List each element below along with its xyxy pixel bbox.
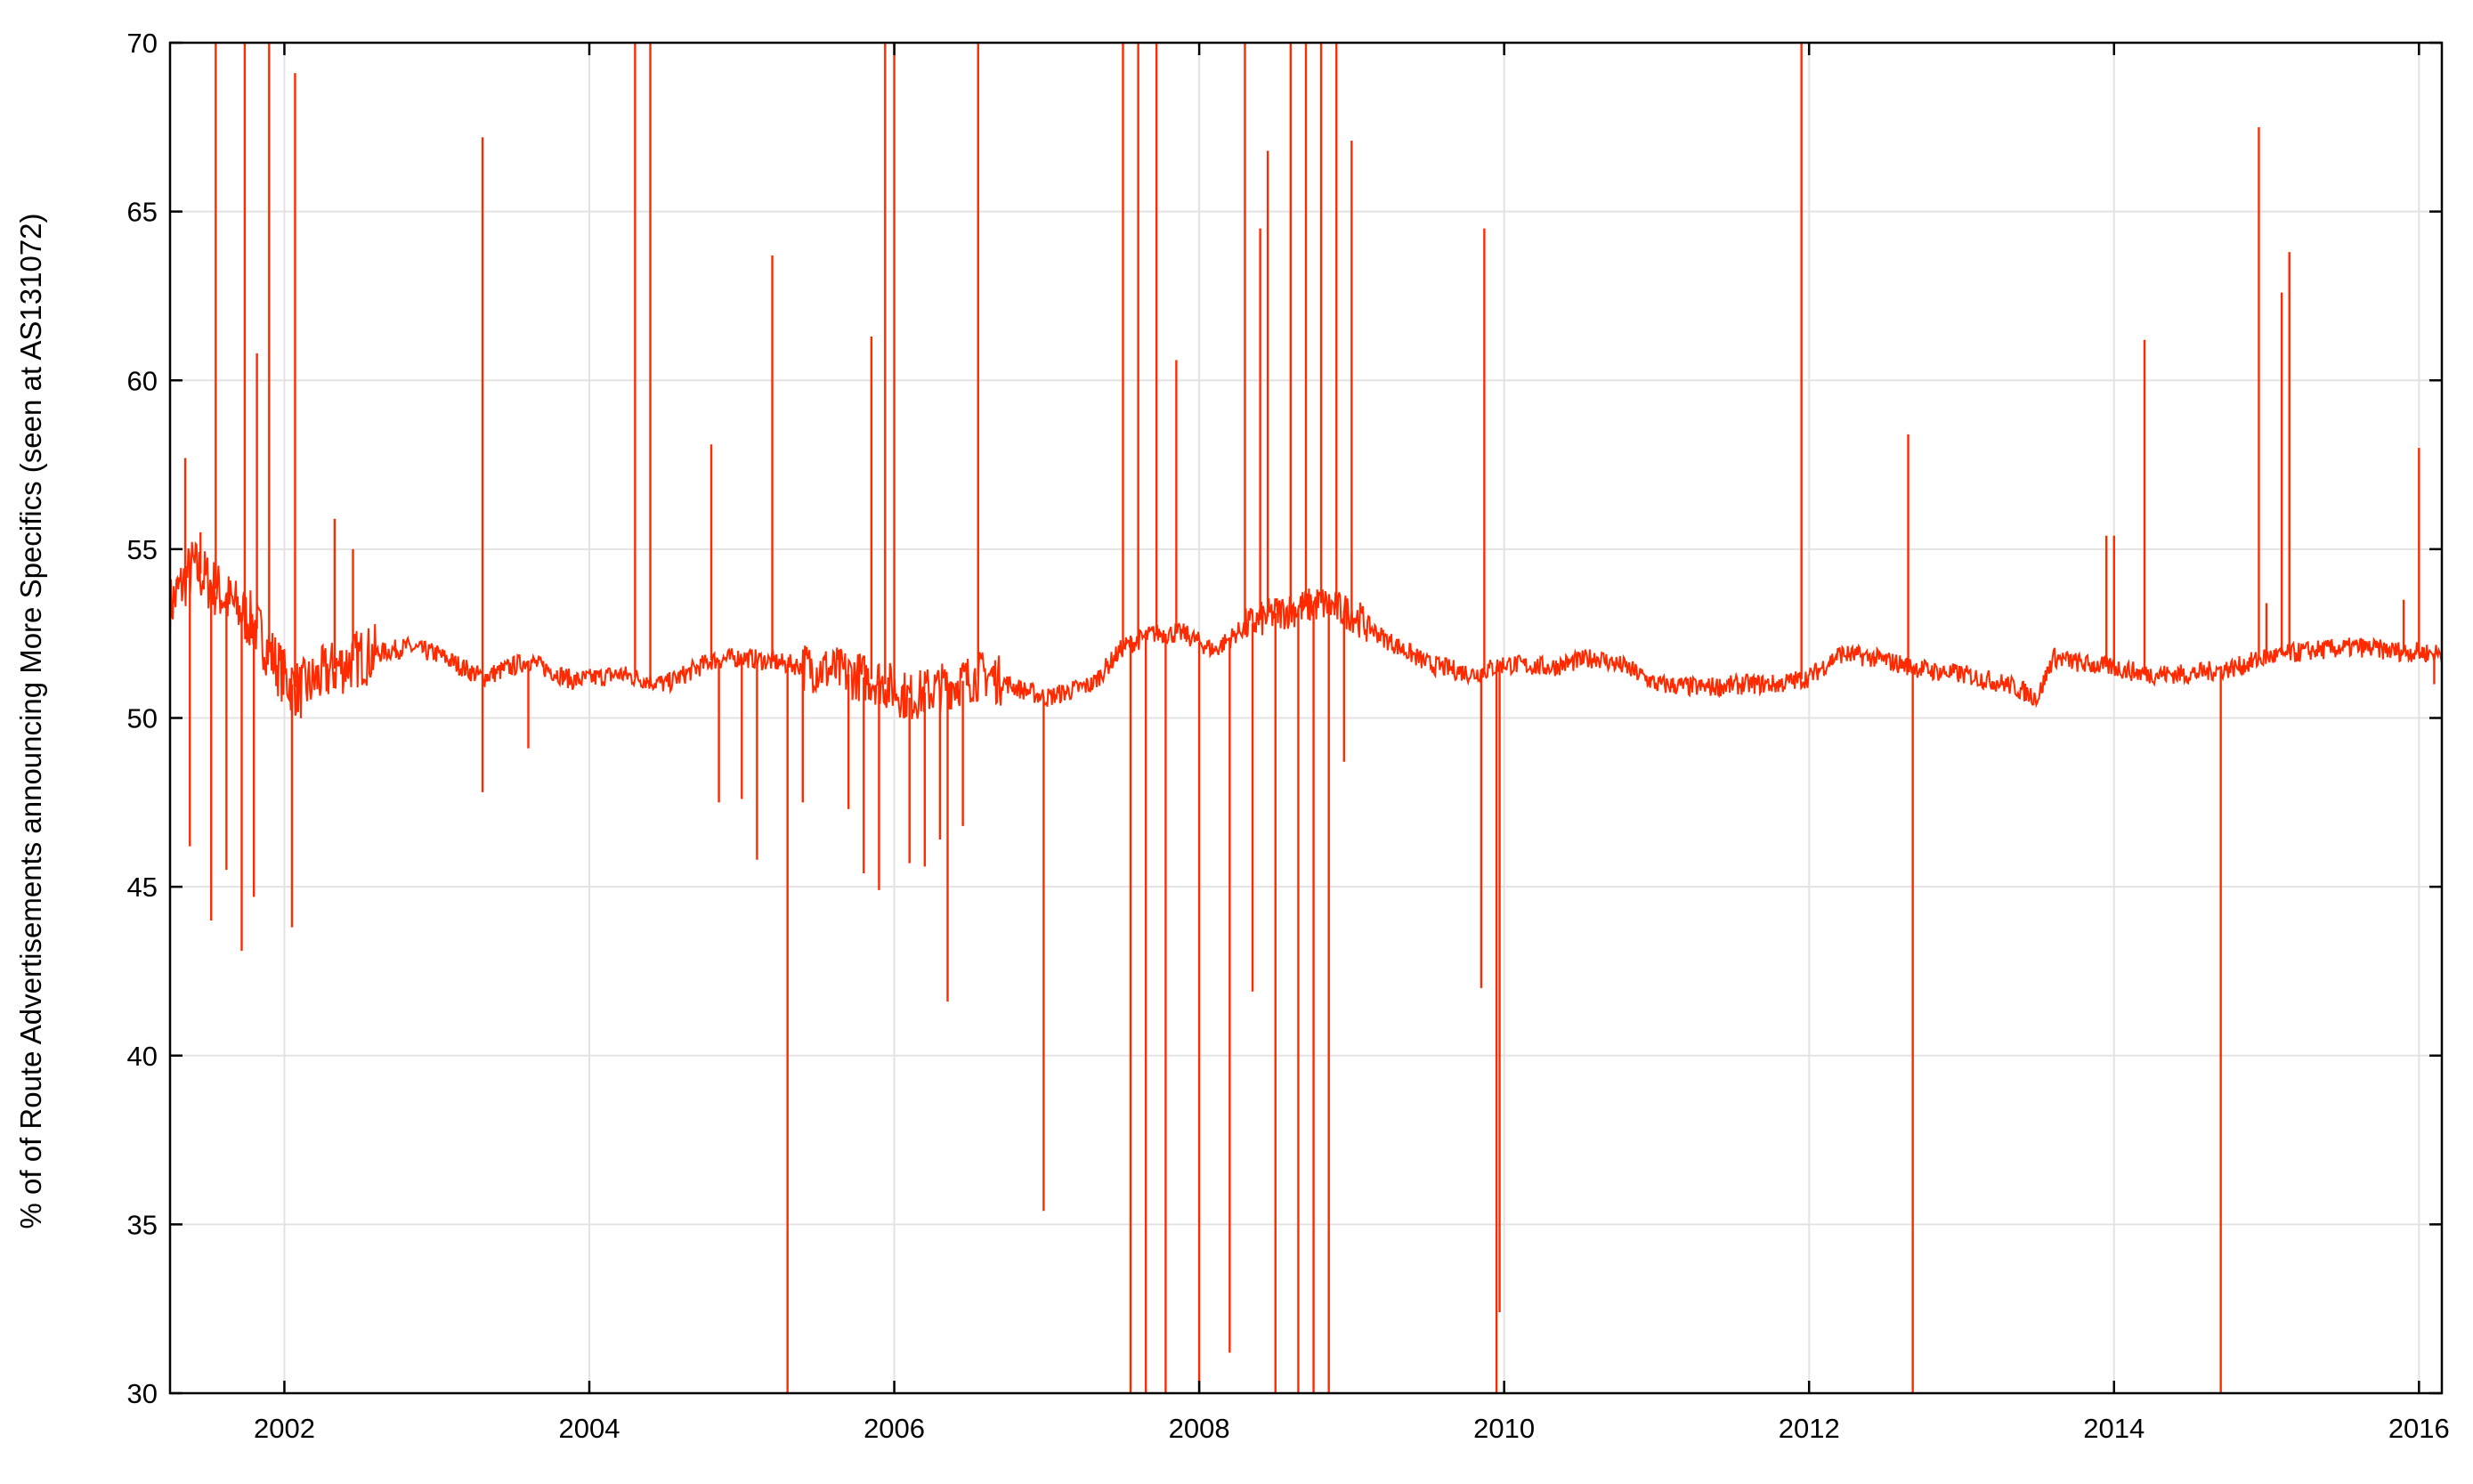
y-tick-label: 55: [127, 534, 158, 565]
y-tick-label: 40: [127, 1041, 158, 1072]
y-tick-label: 45: [127, 872, 158, 903]
x-tick-label: 2010: [1473, 1413, 1535, 1444]
x-tick-label: 2014: [2083, 1413, 2145, 1444]
x-tick-label: 2012: [1779, 1413, 1840, 1444]
y-tick-label: 60: [127, 365, 158, 396]
x-tick-label: 2004: [559, 1413, 620, 1444]
x-tick-label: 2006: [864, 1413, 925, 1444]
y-tick-label: 30: [127, 1378, 158, 1409]
axes: 2002 2004 2006 2008 2010 2012 2014 2016 30 35 40 45…: [127, 28, 2450, 1444]
x-tick-label: 2008: [1169, 1413, 1230, 1444]
y-tick-label: 35: [127, 1209, 158, 1240]
series-group: [170, 43, 2442, 1393]
y-tick-label: 50: [127, 703, 158, 734]
x-tick-label: 2002: [254, 1413, 315, 1444]
y-tick-label: 70: [127, 28, 158, 59]
x-tick-label: 2016: [2388, 1413, 2450, 1444]
plot-area: [170, 43, 2442, 1393]
y-tick-label: 65: [127, 197, 158, 228]
y-axis-title: % of of Route Advertisements announcing …: [14, 214, 47, 1229]
